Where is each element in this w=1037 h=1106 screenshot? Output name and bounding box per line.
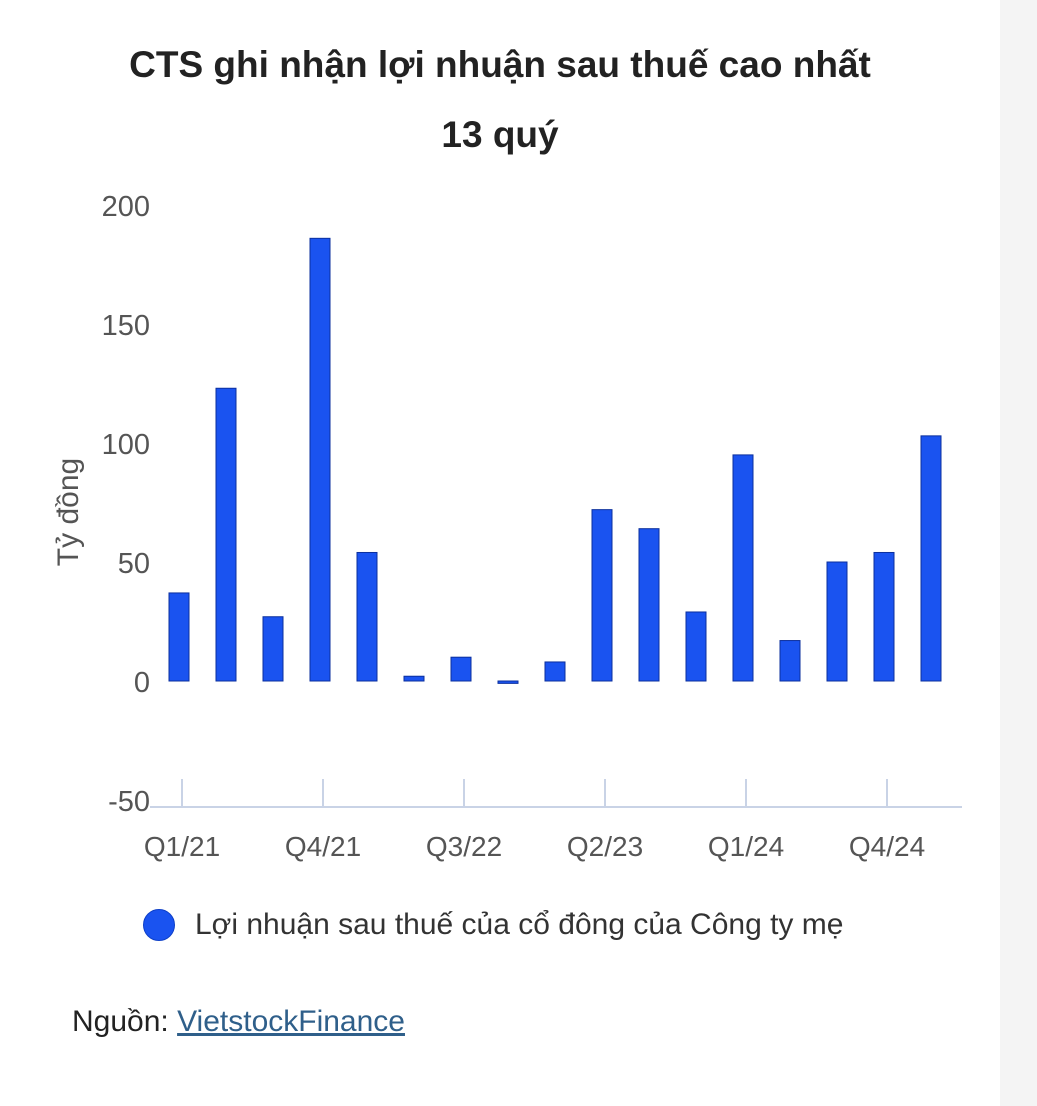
bar[interactable] <box>403 675 425 682</box>
y-tick-label: 50 <box>118 548 150 580</box>
x-tick-label: Q2/23 <box>567 831 643 862</box>
bar[interactable] <box>168 592 190 682</box>
chart-title: CTS ghi nhận lợi nhuận sau thuế cao nhất <box>129 44 871 85</box>
bar[interactable] <box>309 237 331 682</box>
bar[interactable] <box>450 656 472 682</box>
x-tick-label: Q3/22 <box>426 831 502 862</box>
x-axis: Q1/21 Q4/21 Q3/22 Q2/23 Q1/24 Q4/24 <box>144 779 962 862</box>
bar[interactable] <box>544 661 566 682</box>
x-tick-label: Q4/24 <box>849 831 925 862</box>
bar[interactable] <box>262 616 284 682</box>
y-tick-label: 200 <box>102 191 150 223</box>
legend-label: Lợi nhuận sau thuế của cổ đông của Công … <box>195 908 844 941</box>
x-tick-label: Q1/24 <box>708 831 784 862</box>
bar[interactable] <box>779 640 801 682</box>
y-axis-ticks: 200 150 100 50 0 -50 <box>102 191 150 818</box>
y-tick-label: -50 <box>108 786 150 818</box>
y-tick-label: 0 <box>134 667 150 699</box>
y-tick-label: 150 <box>102 310 150 342</box>
bar[interactable] <box>685 611 707 682</box>
bars <box>168 237 942 684</box>
legend-marker-icon <box>143 909 175 941</box>
x-tick-label: Q4/21 <box>285 831 361 862</box>
bar[interactable] <box>920 435 942 682</box>
chart-subtitle: 13 quý <box>441 114 559 155</box>
source-link[interactable]: VietstockFinance <box>177 1005 405 1038</box>
bar[interactable] <box>497 680 519 684</box>
bar[interactable] <box>591 509 613 682</box>
y-tick-label: 100 <box>102 429 150 461</box>
legend[interactable]: Lợi nhuận sau thuế của cổ đông của Công … <box>143 908 843 942</box>
bar[interactable] <box>826 561 848 682</box>
chart-card: CTS ghi nhận lợi nhuận sau thuế cao nhất… <box>0 0 1000 1106</box>
bar[interactable] <box>873 551 895 682</box>
source-note: Nguồn: VietstockFinance <box>72 1005 405 1039</box>
y-axis-title: Tỷ đồng <box>52 458 85 566</box>
source-prefix: Nguồn: <box>72 1005 178 1038</box>
bar[interactable] <box>356 551 378 682</box>
bar[interactable] <box>732 454 754 682</box>
bar[interactable] <box>215 387 237 682</box>
bar[interactable] <box>638 528 660 682</box>
x-tick-label: Q1/21 <box>144 831 220 862</box>
